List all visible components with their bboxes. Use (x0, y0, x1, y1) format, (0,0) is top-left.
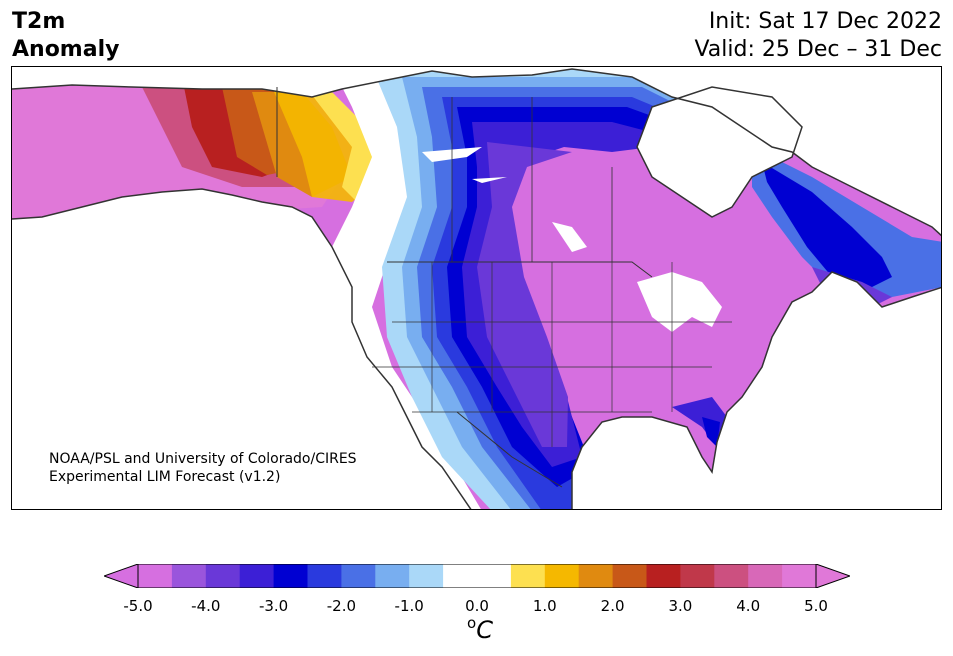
unit-base: C (476, 616, 493, 644)
colorbar-cell (544, 564, 580, 588)
colorbar-cells (138, 564, 817, 588)
colorbar-cell (409, 564, 444, 588)
colorbar-cell (239, 564, 275, 588)
credit-line-1: NOAA/PSL and University of Colorado/CIRE… (49, 451, 357, 467)
map-credit: NOAA/PSL and University of Colorado/CIRE… (49, 450, 357, 486)
colorbar-cell (714, 564, 749, 588)
colorbar-tick-label: 4.0 (736, 597, 761, 615)
colorbar-cell (680, 564, 715, 588)
colorbar-cell (341, 564, 376, 588)
credit-line-2: Experimental LIM Forecast (v1.2) (49, 469, 281, 485)
colorbar-frame (137, 564, 817, 588)
colorbar-cell (748, 564, 783, 588)
colorbar-cell (510, 564, 546, 588)
colorbar-tick-label: 2.0 (600, 597, 625, 615)
colorbar-cell (578, 564, 614, 588)
colorbar-tick-label: 5.0 (804, 597, 828, 615)
colorbar-tick-label: -4.0 (191, 597, 221, 615)
colorbar (104, 564, 850, 588)
colorbar-tick-label: 0.0 (465, 597, 489, 615)
colorbar-tick-label: -3.0 (258, 597, 289, 615)
map-graphic (12, 67, 941, 509)
title-line-2: Anomaly (12, 37, 120, 62)
valid-date: Valid: 25 Dec – 31 Dec (694, 37, 942, 62)
colorbar-cell (612, 564, 647, 588)
title-line-1: T2m (12, 9, 66, 34)
colorbar-tick-label: -2.0 (326, 597, 357, 615)
colorbar-tick-label: 3.0 (668, 597, 693, 615)
init-date: Init: Sat 17 Dec 2022 (708, 9, 942, 34)
colorbar-cell (375, 564, 410, 588)
map-title: T2m Anomaly (12, 8, 119, 64)
unit-label: oC (467, 614, 493, 644)
colorbar-cell (307, 564, 342, 588)
anomaly-map (11, 66, 942, 510)
colorbar-tick-label: -1.0 (394, 597, 424, 615)
colorbar-tick-label: -5.0 (123, 597, 153, 615)
colorbar-neg-extreme (104, 564, 139, 588)
colorbar-cell (138, 564, 173, 588)
forecast-dates: Init: Sat 17 Dec 2022 Valid: 25 Dec – 31… (694, 8, 942, 64)
unit-superscript: o (467, 614, 477, 632)
colorbar-tick-label: 1.0 (532, 597, 557, 615)
colorbar-cell (443, 564, 478, 588)
colorbar-cell (273, 564, 308, 588)
colorbar-cell (782, 564, 817, 588)
colorbar-cell (477, 564, 512, 588)
colorbar-pos-extreme (815, 564, 850, 588)
colorbar-cell (171, 564, 207, 588)
colorbar-cell (205, 564, 241, 588)
colorbar-cell (646, 564, 681, 588)
